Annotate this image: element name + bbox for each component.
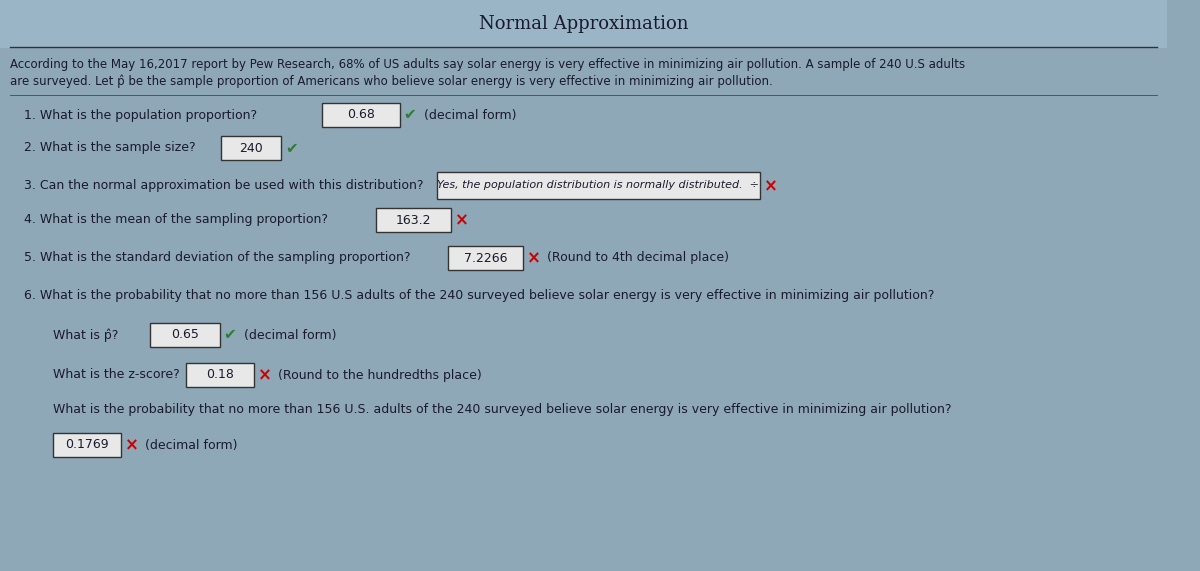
Text: 5. What is the standard deviation of the sampling proportion?: 5. What is the standard deviation of the… — [24, 251, 410, 264]
Text: are surveyed. Let p̂ be the sample proportion of Americans who believe solar ene: are surveyed. Let p̂ be the sample propo… — [10, 74, 773, 87]
FancyBboxPatch shape — [449, 246, 523, 270]
FancyBboxPatch shape — [437, 172, 760, 199]
FancyBboxPatch shape — [150, 323, 220, 347]
Text: (decimal form): (decimal form) — [142, 439, 238, 452]
Text: What is p̂?: What is p̂? — [54, 328, 119, 342]
Text: 2. What is the sample size?: 2. What is the sample size? — [24, 142, 196, 155]
FancyBboxPatch shape — [0, 0, 1168, 48]
Text: (decimal form): (decimal form) — [240, 328, 337, 341]
Text: 0.65: 0.65 — [170, 328, 199, 341]
Text: 163.2: 163.2 — [396, 214, 432, 227]
Text: 0.68: 0.68 — [347, 108, 374, 122]
Text: 7.2266: 7.2266 — [464, 251, 508, 264]
Text: 240: 240 — [239, 142, 263, 155]
Text: ✔: ✔ — [403, 107, 416, 123]
Text: ×: × — [125, 436, 138, 454]
FancyBboxPatch shape — [221, 136, 281, 160]
Text: 1. What is the population proportion?: 1. What is the population proportion? — [24, 108, 258, 122]
Text: (Round to the hundredths place): (Round to the hundredths place) — [275, 368, 482, 381]
Text: According to the May 16,2017 report by Pew Research, 68% of US adults say solar : According to the May 16,2017 report by P… — [10, 58, 965, 71]
Text: ×: × — [527, 249, 541, 267]
Text: 4. What is the mean of the sampling proportion?: 4. What is the mean of the sampling prop… — [24, 214, 329, 227]
Text: (Round to 4th decimal place): (Round to 4th decimal place) — [542, 251, 728, 264]
FancyBboxPatch shape — [322, 103, 400, 127]
Text: (decimal form): (decimal form) — [420, 108, 517, 122]
FancyBboxPatch shape — [377, 208, 451, 232]
Text: What is the z-score?: What is the z-score? — [54, 368, 180, 381]
Text: ✔: ✔ — [284, 140, 298, 155]
Text: ✔: ✔ — [223, 328, 236, 343]
Text: ×: × — [455, 211, 469, 229]
Text: Normal Approximation: Normal Approximation — [479, 15, 689, 33]
Text: 3. Can the normal approximation be used with this distribution?: 3. Can the normal approximation be used … — [24, 179, 424, 192]
Text: What is the probability that no more than 156 U.S. adults of the 240 surveyed be: What is the probability that no more tha… — [54, 404, 952, 416]
Text: Yes, the population distribution is normally distributed.  ÷: Yes, the population distribution is norm… — [437, 180, 760, 191]
Text: 0.1769: 0.1769 — [65, 439, 108, 452]
FancyBboxPatch shape — [186, 363, 254, 387]
FancyBboxPatch shape — [53, 433, 121, 457]
Text: 6. What is the probability that no more than 156 U.S adults of the 240 surveyed : 6. What is the probability that no more … — [24, 288, 935, 301]
Text: 0.18: 0.18 — [206, 368, 234, 381]
Text: ×: × — [763, 177, 778, 195]
Text: ×: × — [258, 366, 271, 384]
